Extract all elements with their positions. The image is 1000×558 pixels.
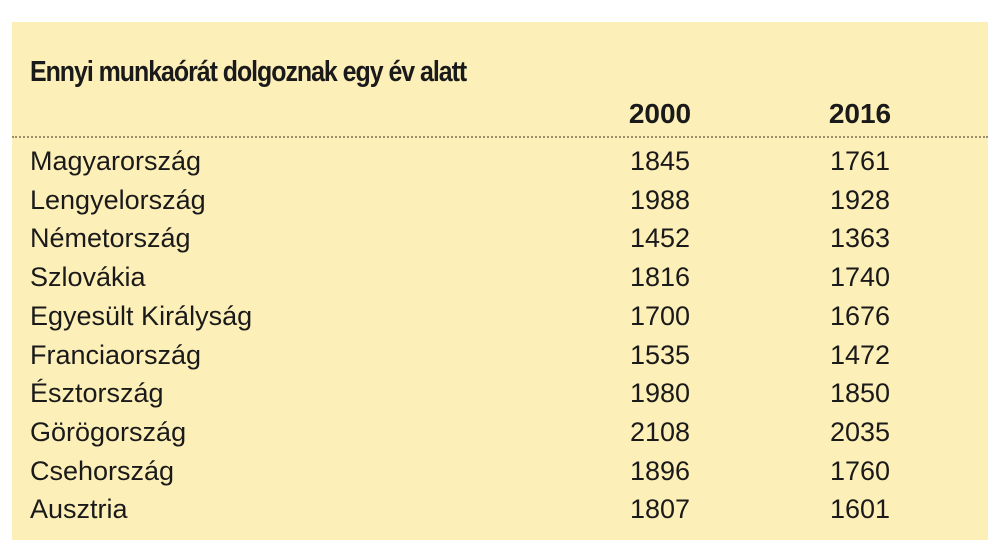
hours-value: 1807 bbox=[629, 494, 691, 525]
hours-value: 1761 bbox=[829, 146, 891, 176]
hours-value: 1760 bbox=[829, 455, 891, 486]
hours-value: 1928 bbox=[829, 184, 891, 215]
table-panel: Ennyi munkaórát dolgoznak egy év alatt 2… bbox=[12, 22, 988, 540]
country-name: Lengyelország bbox=[30, 184, 206, 215]
hours-value: 1472 bbox=[829, 339, 891, 370]
hours-value: 1601 bbox=[829, 494, 891, 525]
country-name: Ausztria bbox=[30, 494, 128, 525]
country-name: Görögország bbox=[30, 416, 187, 447]
hours-value: 1980 bbox=[629, 378, 691, 409]
country-name: Franciaország bbox=[30, 339, 202, 370]
hours-value: 1740 bbox=[829, 262, 891, 293]
country-name: Észtország bbox=[30, 378, 164, 409]
table-title: Ennyi munkaórát dolgoznak egy év alatt bbox=[30, 56, 467, 88]
country-name: Csehország bbox=[30, 455, 175, 486]
hours-value: 2035 bbox=[829, 416, 891, 447]
hours-value: 1700 bbox=[629, 300, 691, 331]
country-name: Magyarország bbox=[30, 146, 202, 176]
hours-value: 1816 bbox=[629, 262, 691, 293]
country-name: Egyesült Királyság bbox=[30, 300, 253, 331]
column-header: 2016 bbox=[828, 98, 892, 129]
hours-value: 1845 bbox=[629, 146, 691, 176]
hours-value: 1535 bbox=[629, 339, 691, 370]
hours-value: 1676 bbox=[829, 300, 891, 331]
hours-value: 1850 bbox=[829, 378, 891, 409]
hours-value: 1896 bbox=[629, 455, 691, 486]
country-name: Szlovákia bbox=[30, 262, 146, 293]
hours-value: 2108 bbox=[629, 416, 691, 447]
country-name: Németország bbox=[30, 223, 191, 254]
column-header: 2000 bbox=[628, 98, 692, 129]
hours-value: 1363 bbox=[829, 223, 891, 254]
hours-value: 1988 bbox=[629, 184, 691, 215]
header-rule bbox=[12, 136, 988, 138]
hours-value: 1452 bbox=[629, 223, 691, 254]
